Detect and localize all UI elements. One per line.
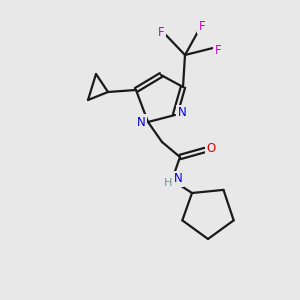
Text: F: F <box>158 26 164 38</box>
Text: H: H <box>164 178 172 188</box>
Text: N: N <box>178 106 186 119</box>
Text: O: O <box>206 142 216 155</box>
Text: N: N <box>136 116 146 128</box>
Text: F: F <box>199 20 205 32</box>
Text: F: F <box>215 44 221 56</box>
Text: N: N <box>174 172 182 185</box>
